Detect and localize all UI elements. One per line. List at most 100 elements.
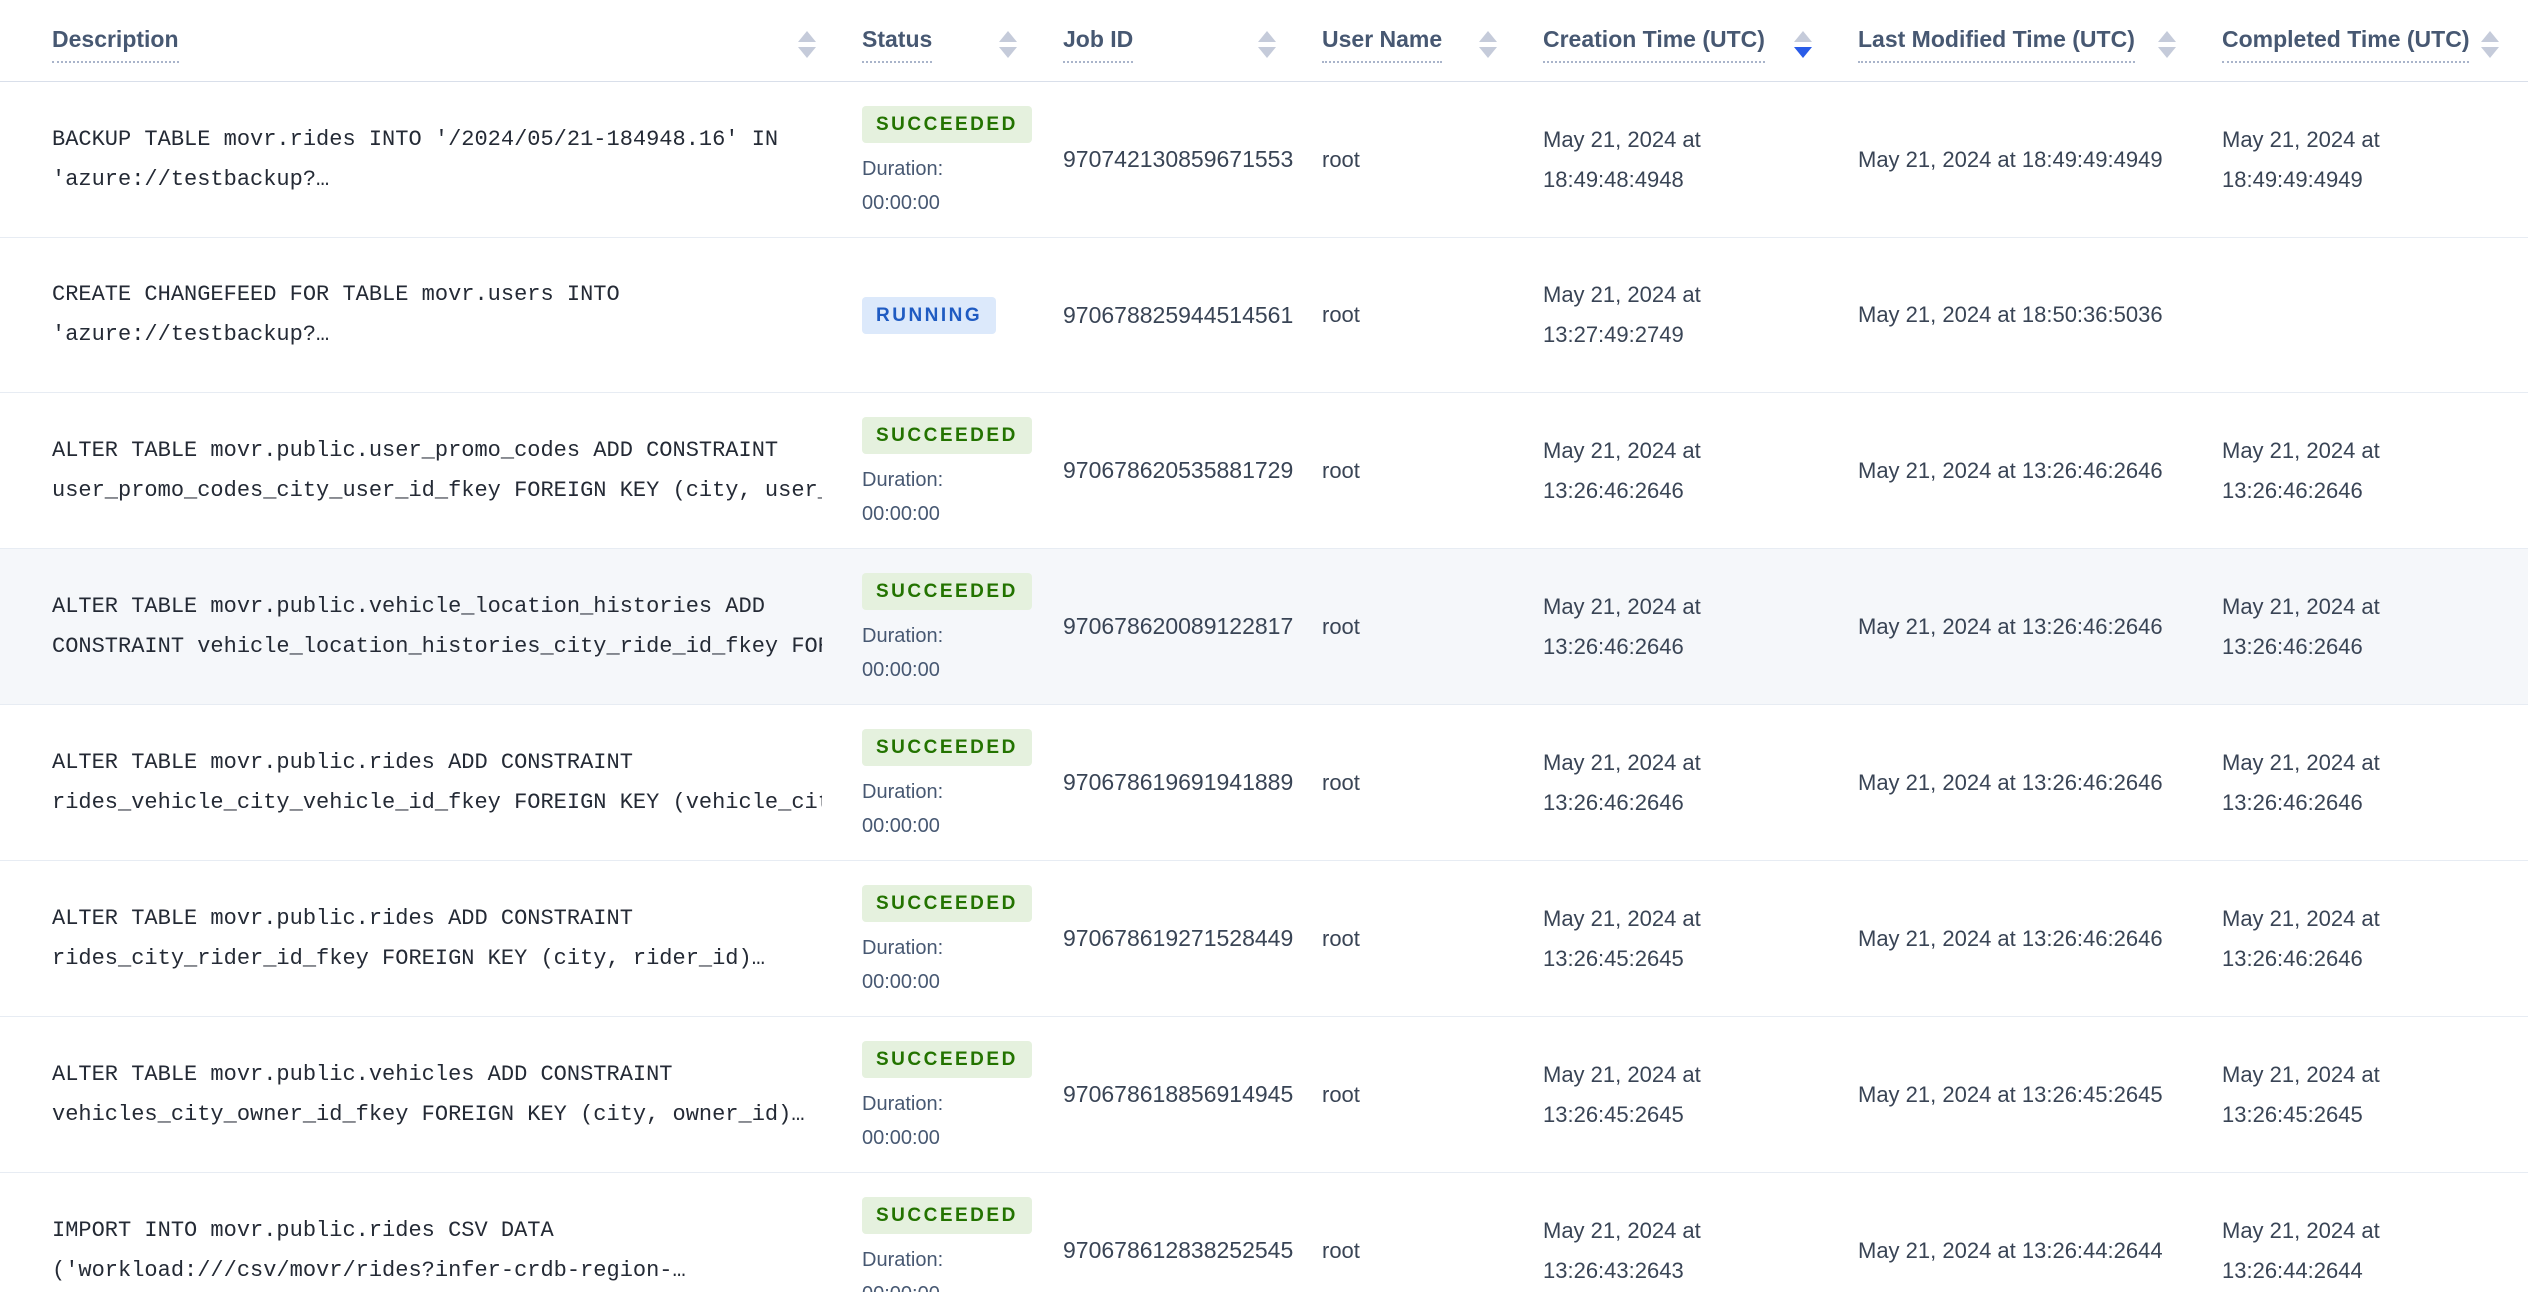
- user-name-cell: root: [1322, 704, 1543, 861]
- sort-icon: [1258, 31, 1276, 58]
- completed-time-cell: [2222, 237, 2528, 393]
- user-name-cell: root: [1322, 548, 1543, 705]
- duration-value: 00:00:00: [862, 503, 940, 525]
- duration-label: Duration:: [862, 1093, 944, 1115]
- column-header-job-id[interactable]: Job ID: [1063, 0, 1322, 82]
- job-description-line-1: ALTER TABLE movr.public.rides ADD CONSTR…: [52, 905, 633, 931]
- column-header-user-name[interactable]: User Name: [1322, 0, 1543, 82]
- column-header-completed-time[interactable]: Completed Time (UTC): [2222, 0, 2528, 82]
- column-header-job-id-label: Job ID: [1063, 26, 1134, 63]
- duration-value: 00:00:00: [862, 815, 940, 837]
- creation-time-cell: May 21, 2024 at 13:26:46:2646: [1543, 704, 1858, 861]
- job-description-line-1: ALTER TABLE movr.public.rides ADD CONSTR…: [52, 749, 633, 775]
- completed-time-cell: May 21, 2024 at 13:26:46:2646: [2222, 860, 2528, 1017]
- creation-time-cell: May 21, 2024 at 13:26:46:2646: [1543, 392, 1858, 549]
- job-description-line-2: ('workload:///csv/movr/rides?infer-crdb-…: [52, 1257, 686, 1283]
- last-modified-time-cell: May 21, 2024 at 13:26:44:2644: [1858, 1172, 2222, 1292]
- column-header-creation-time[interactable]: Creation Time (UTC): [1543, 0, 1858, 82]
- duration-label: Duration:: [862, 1249, 944, 1271]
- job-id-cell: 970678618856914945: [1063, 1016, 1322, 1173]
- duration-label: Duration:: [862, 158, 944, 180]
- duration-block: Duration: 00:00:00: [862, 626, 1023, 680]
- job-description-line-2: CONSTRAINT vehicle_location_histories_ci…: [52, 633, 822, 659]
- sort-icon: [2158, 31, 2176, 58]
- creation-time-cell: May 21, 2024 at 13:26:45:2645: [1543, 1016, 1858, 1173]
- duration-value: 00:00:00: [862, 659, 940, 681]
- column-header-last-modified-time-label: Last Modified Time (UTC): [1858, 26, 2135, 63]
- creation-time-cell: May 21, 2024 at 13:26:45:2645: [1543, 860, 1858, 1017]
- table-row: ALTER TABLE movr.public.vehicle_location…: [0, 548, 2528, 705]
- table-row: ALTER TABLE movr.public.rides ADD CONSTR…: [0, 704, 2528, 861]
- completed-time-cell: May 21, 2024 at 13:26:46:2646: [2222, 548, 2528, 705]
- job-description-cell: IMPORT INTO movr.public.rides CSV DATA (…: [0, 1172, 862, 1292]
- duration-label: Duration:: [862, 625, 944, 647]
- job-description-cell: ALTER TABLE movr.public.rides ADD CONSTR…: [0, 860, 862, 1017]
- duration-label: Duration:: [862, 781, 944, 803]
- job-status-cell: SUCCEEDED Duration: 00:00:00: [862, 548, 1063, 705]
- job-description-line-2: rides_city_rider_id_fkey FOREIGN KEY (ci…: [52, 945, 765, 971]
- status-badge: SUCCEEDED: [862, 106, 1032, 143]
- creation-time-cell: May 21, 2024 at 13:26:46:2646: [1543, 548, 1858, 705]
- status-badge: SUCCEEDED: [862, 729, 1032, 766]
- creation-time-cell: May 21, 2024 at 18:49:48:4948: [1543, 81, 1858, 238]
- sort-icon-active-desc: [1794, 31, 1812, 58]
- sort-icon: [2481, 31, 2500, 58]
- last-modified-time-cell: May 21, 2024 at 13:26:46:2646: [1858, 704, 2222, 861]
- user-name-cell: root: [1322, 1172, 1543, 1292]
- job-id-cell: 970742130859671553: [1063, 81, 1322, 238]
- status-badge: RUNNING: [862, 296, 997, 334]
- job-description-line-2: rides_vehicle_city_vehicle_id_fkey FOREI…: [52, 789, 822, 815]
- last-modified-time-cell: May 21, 2024 at 13:26:46:2646: [1858, 392, 2222, 549]
- job-description-line-2: 'azure://testbackup?…: [52, 166, 330, 192]
- duration-label: Duration:: [862, 937, 944, 959]
- sort-icon: [798, 31, 816, 58]
- duration-value: 00:00:00: [862, 1284, 1023, 1292]
- job-description-line-2: user_promo_codes_city_user_id_fkey FOREI…: [52, 477, 822, 503]
- job-id-cell: 970678825944514561: [1063, 237, 1322, 393]
- duration-block: Duration: 00:00:00: [862, 1094, 1023, 1148]
- job-description-line-2: 'azure://testbackup?…: [52, 322, 330, 347]
- job-description-cell: CREATE CHANGEFEED FOR TABLE movr.users I…: [0, 237, 862, 393]
- creation-time-cell: May 21, 2024 at 13:27:49:2749: [1543, 237, 1858, 393]
- completed-time-cell: May 21, 2024 at 13:26:46:2646: [2222, 392, 2528, 549]
- job-description-cell: ALTER TABLE movr.public.rides ADD CONSTR…: [0, 704, 862, 861]
- job-description-line-1: IMPORT INTO movr.public.rides CSV DATA: [52, 1217, 554, 1243]
- status-badge: SUCCEEDED: [862, 885, 1032, 922]
- job-description-line-1: ALTER TABLE movr.public.vehicles ADD CON…: [52, 1061, 673, 1087]
- status-badge: SUCCEEDED: [862, 417, 1032, 454]
- completed-time-cell: May 21, 2024 at 18:49:49:4949: [2222, 81, 2528, 238]
- job-status-cell: SUCCEEDED Duration: 00:00:00: [862, 392, 1063, 549]
- sort-icon: [1479, 31, 1497, 58]
- jobs-table-header: Description Status Job ID User Name: [0, 0, 2528, 82]
- job-description-cell: ALTER TABLE movr.public.user_promo_codes…: [0, 392, 862, 549]
- job-description-line-1: BACKUP TABLE movr.rides INTO '/2024/05/2…: [52, 126, 779, 152]
- user-name-cell: root: [1322, 237, 1543, 393]
- column-header-user-name-label: User Name: [1322, 26, 1443, 63]
- job-id-cell: 970678620089122817: [1063, 548, 1322, 705]
- table-row: ALTER TABLE movr.public.rides ADD CONSTR…: [0, 860, 2528, 1017]
- column-header-description[interactable]: Description: [0, 0, 862, 82]
- table-row: ALTER TABLE movr.public.vehicles ADD CON…: [0, 1016, 2528, 1173]
- duration-block: Duration: 00:00:00: [862, 782, 1023, 836]
- job-description-cell: BACKUP TABLE movr.rides INTO '/2024/05/2…: [0, 81, 862, 238]
- job-id-cell: 970678620535881729: [1063, 392, 1322, 549]
- duration-value: 00:00:00: [862, 192, 940, 214]
- column-header-status[interactable]: Status: [862, 0, 1063, 82]
- status-badge: SUCCEEDED: [862, 1197, 1032, 1234]
- duration-label: Duration:: [862, 469, 944, 491]
- job-status-cell: RUNNING: [862, 237, 1063, 393]
- last-modified-time-cell: May 21, 2024 at 13:26:45:2645: [1858, 1016, 2222, 1173]
- column-header-last-modified-time[interactable]: Last Modified Time (UTC): [1858, 0, 2222, 82]
- completed-time-cell: May 21, 2024 at 13:26:46:2646: [2222, 704, 2528, 861]
- column-header-creation-time-label: Creation Time (UTC): [1543, 26, 1765, 63]
- job-status-cell: SUCCEEDED Duration: 00:00:00: [862, 1172, 1063, 1292]
- completed-time-cell: May 21, 2024 at 13:26:44:2644: [2222, 1172, 2528, 1292]
- status-badge: SUCCEEDED: [862, 1041, 1032, 1078]
- job-description-cell: ALTER TABLE movr.public.vehicle_location…: [0, 548, 862, 705]
- duration-block: Duration: 00:00:00: [862, 938, 1023, 992]
- duration-block: Duration: 00:00:00: [862, 1250, 1023, 1292]
- user-name-cell: root: [1322, 392, 1543, 549]
- creation-time-cell: May 21, 2024 at 13:26:43:2643: [1543, 1172, 1858, 1292]
- last-modified-time-cell: May 21, 2024 at 18:50:36:5036: [1858, 237, 2222, 393]
